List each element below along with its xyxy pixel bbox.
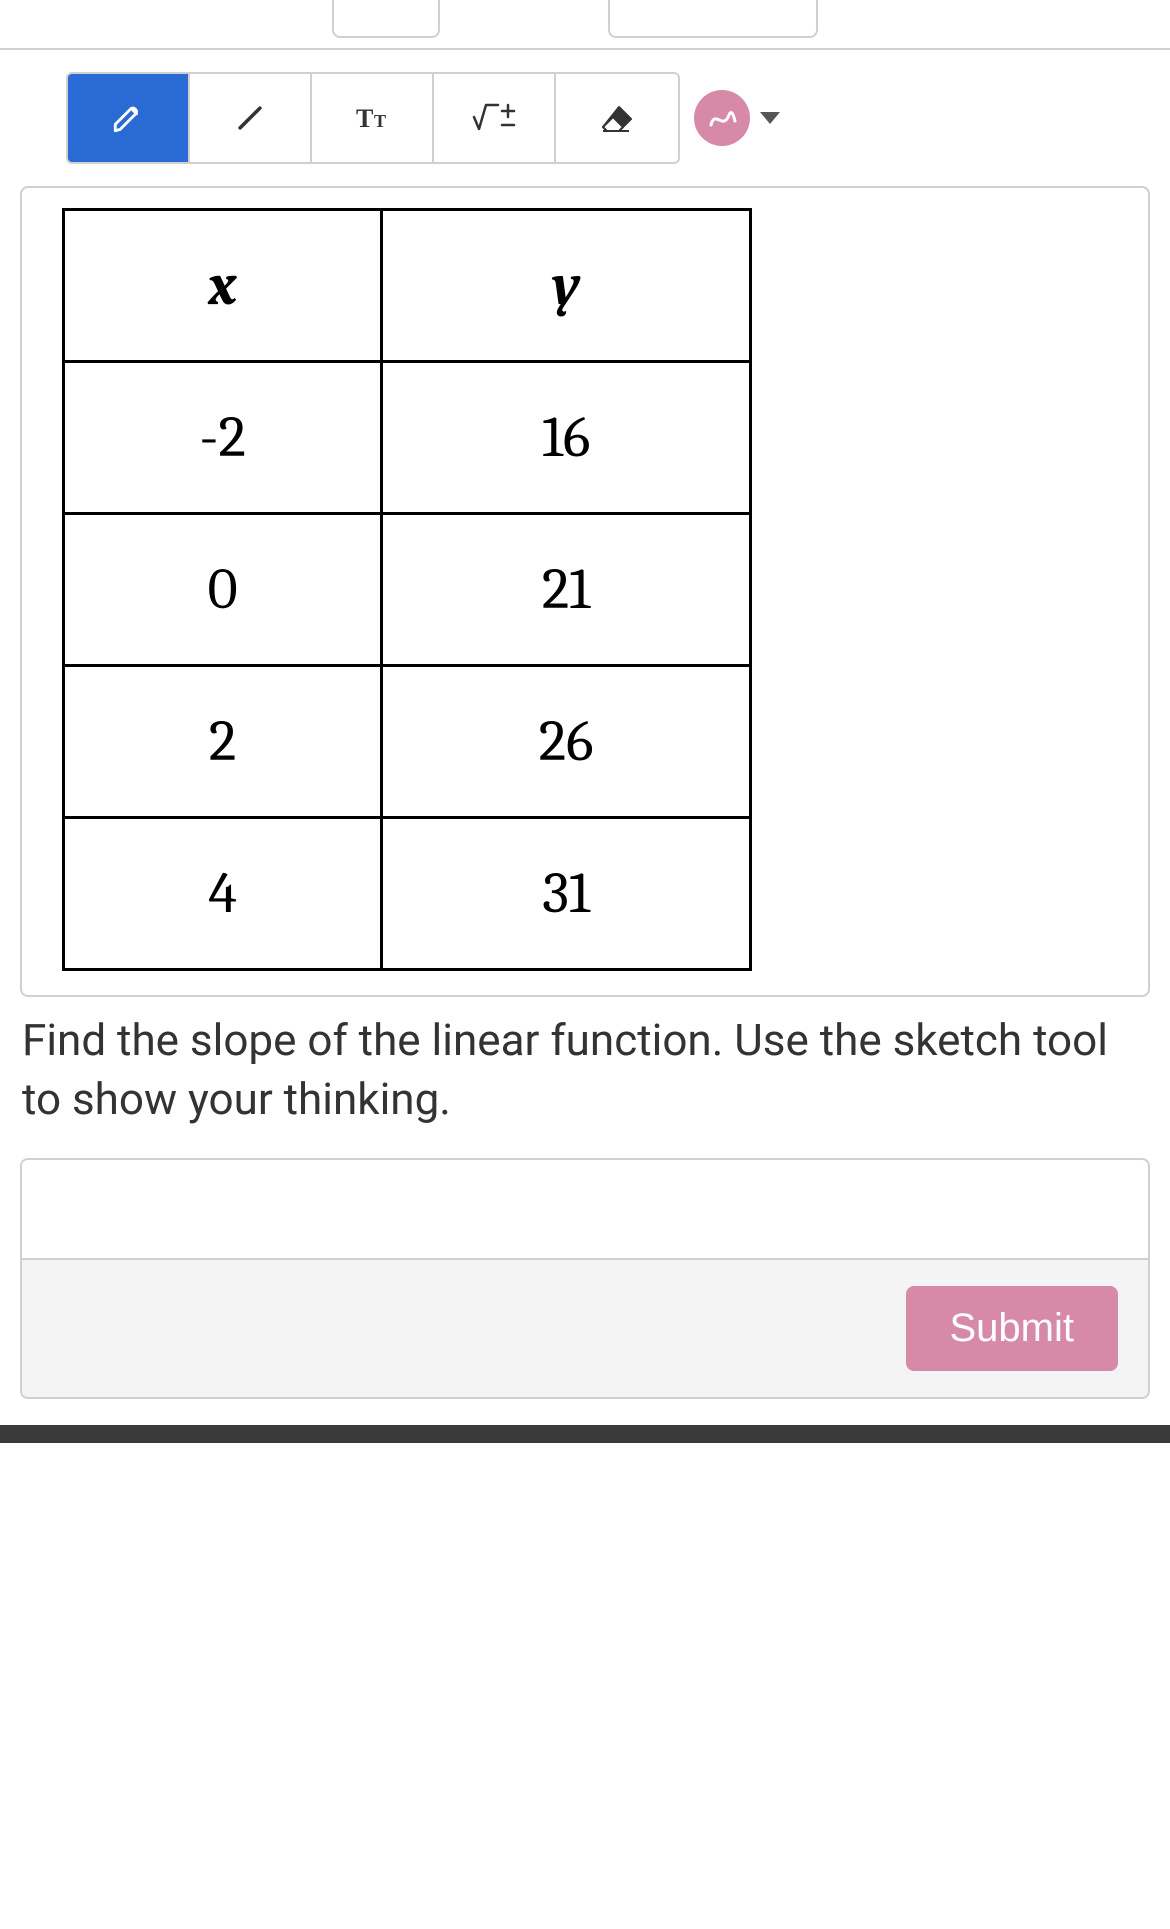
cell-y: 16 — [382, 362, 751, 514]
scribble-icon — [694, 90, 750, 146]
tool-pen[interactable] — [68, 74, 190, 162]
cell-x: 4 — [64, 818, 382, 970]
answer-input[interactable] — [22, 1160, 1148, 1258]
color-picker[interactable] — [694, 90, 780, 146]
table-row: 4 31 — [64, 818, 751, 970]
nav-box-1[interactable] — [332, 0, 440, 38]
tool-text[interactable]: T T — [312, 74, 434, 162]
table-row: 2 26 — [64, 666, 751, 818]
svg-text:T: T — [374, 111, 386, 131]
submit-button[interactable]: Submit — [906, 1286, 1119, 1371]
table-header-row: x y — [64, 210, 751, 362]
page-root: T T — [0, 0, 1170, 1443]
tool-math[interactable] — [434, 74, 556, 162]
math-icon — [472, 103, 516, 133]
chevron-down-icon — [760, 112, 780, 124]
cell-x: -2 — [64, 362, 382, 514]
line-icon — [233, 101, 267, 135]
top-nav-strip — [0, 0, 1170, 50]
tool-group: T T — [66, 72, 680, 164]
answer-container: Submit — [20, 1158, 1150, 1399]
nav-box-2[interactable] — [608, 0, 818, 38]
pen-icon — [111, 101, 145, 135]
col-header-y: y — [382, 210, 751, 362]
eraser-icon — [599, 103, 635, 133]
sketch-canvas[interactable]: x y -2 16 0 21 2 26 4 31 — [20, 186, 1150, 997]
question-prompt: Find the slope of the linear function. U… — [0, 997, 1170, 1130]
answer-footer: Submit — [22, 1258, 1148, 1397]
text-icon: T T — [352, 101, 392, 135]
tool-eraser[interactable] — [556, 74, 678, 162]
svg-text:T: T — [356, 104, 373, 133]
bottom-bar — [0, 1425, 1170, 1443]
table-row: 0 21 — [64, 514, 751, 666]
cell-x: 2 — [64, 666, 382, 818]
cell-x: 0 — [64, 514, 382, 666]
cell-y: 26 — [382, 666, 751, 818]
tool-line[interactable] — [190, 74, 312, 162]
cell-y: 21 — [382, 514, 751, 666]
xy-table: x y -2 16 0 21 2 26 4 31 — [62, 208, 752, 971]
sketch-toolbar: T T — [0, 50, 1170, 164]
cell-y: 31 — [382, 818, 751, 970]
col-header-x: x — [64, 210, 382, 362]
table-row: -2 16 — [64, 362, 751, 514]
